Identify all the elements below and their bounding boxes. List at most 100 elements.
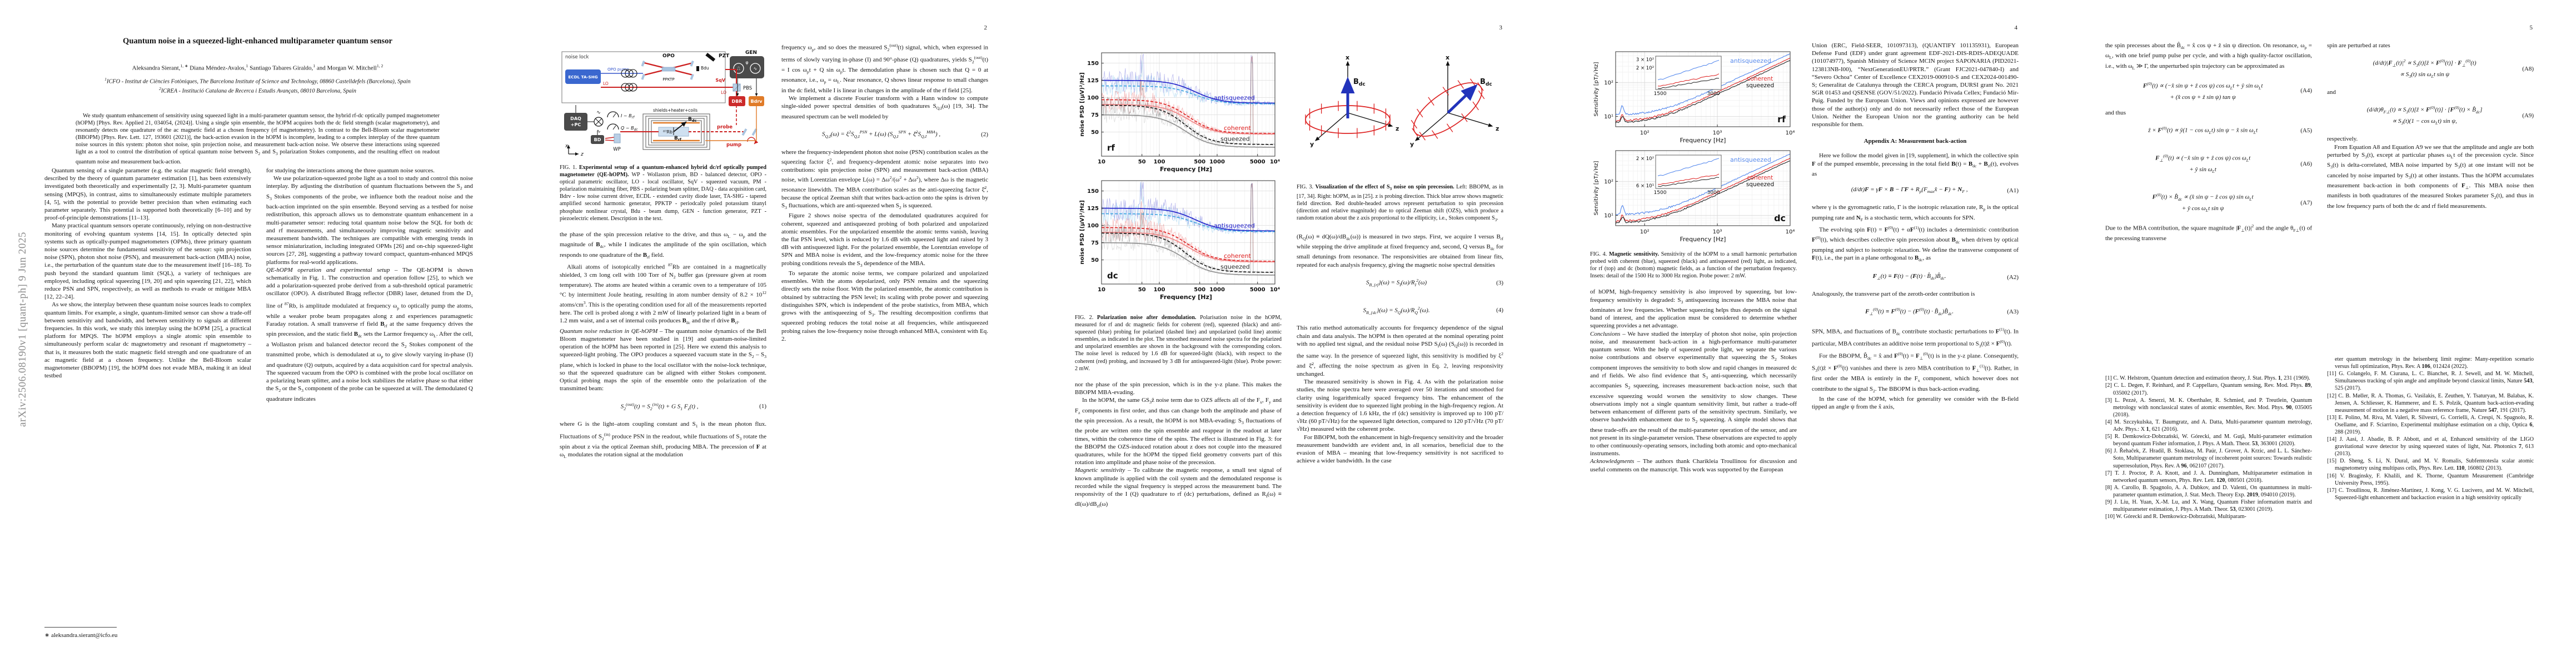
svg-text:x: x bbox=[1446, 54, 1449, 61]
figure: noise lock ECDL TA-SHG OPO pump LO OPO PPKTP B… bbox=[560, 47, 766, 158]
svg-text:10²: 10² bbox=[1604, 179, 1613, 185]
paragraph: of hOPM, high-frequency sensitivity is a… bbox=[1590, 288, 1797, 330]
appendix-heading: Appendix A: Measurement back-action bbox=[1864, 138, 1967, 145]
svg-text:Frequency [Hz]: Frequency [Hz] bbox=[1680, 137, 1726, 144]
gen-box bbox=[730, 56, 764, 78]
pzt-icon bbox=[705, 53, 716, 62]
gauge-icon bbox=[607, 111, 619, 118]
svg-text:50: 50 bbox=[1138, 159, 1146, 165]
svg-text:squeezed: squeezed bbox=[1746, 181, 1774, 188]
equation: SQ,I(ω) = ξ2SQ,IPSN + L(ω) (SQ,ISPN + ξ̄… bbox=[781, 128, 988, 141]
svg-text:50: 50 bbox=[1138, 287, 1146, 293]
svg-text:150: 150 bbox=[1087, 61, 1099, 67]
equation-body: SQ,I(ω) = ξ2SQ,IPSN + L(ω) (SQ,ISPN + ξ̄… bbox=[822, 129, 941, 139]
svg-text:2 × 10²: 2 × 10² bbox=[1636, 156, 1654, 162]
svg-text:y: y bbox=[1410, 141, 1414, 148]
svg-text:3 × 10²: 3 × 10² bbox=[1636, 57, 1654, 63]
spacer bbox=[2105, 242, 2312, 375]
paragraph: SPN, MBA, and fluctuations of Bdc contri… bbox=[1812, 326, 2019, 349]
paragraph: Due to the MBA contribution, the square … bbox=[2105, 223, 2313, 242]
svg-text:Sensitivity [pT/√Hz]: Sensitivity [pT/√Hz] bbox=[1593, 62, 1600, 116]
section-heading: Acknowledgments – bbox=[1590, 458, 1641, 465]
paragraph: and thus bbox=[2105, 109, 2126, 117]
columns: noise lock ECDL TA-SHG OPO pump LO OPO PPKTP B… bbox=[560, 42, 988, 639]
equation-number: (2) bbox=[981, 131, 988, 138]
paragraph: In the case of the hOPM, which for gener… bbox=[1812, 395, 2019, 411]
equation: F(0)(t) ∝ (−x̂ sin ψ + ẑ cos ψ) cos ωLt … bbox=[2105, 79, 2312, 102]
footnote-rule bbox=[44, 626, 117, 628]
svg-text:Bdc: Bdc bbox=[688, 117, 697, 123]
svg-text:BD: BD bbox=[594, 137, 601, 142]
column-2: x z y Bdc x z y Bdc FIG. 3. Visualization of the… bbox=[1297, 42, 1503, 639]
svg-text:x: x bbox=[1346, 54, 1349, 61]
paragraph: (RQ(ω) ≡ dQ(ω)/dBdc(ω)) is measured in t… bbox=[1297, 233, 1504, 268]
svg-text:100: 100 bbox=[1087, 223, 1099, 229]
section-paragraph: Magnetic sensitivity – To calibrate the … bbox=[1075, 467, 1282, 509]
svg-text:500: 500 bbox=[1194, 159, 1205, 165]
svg-text:φ: φ bbox=[745, 60, 748, 65]
svg-text:PZT: PZT bbox=[719, 53, 730, 59]
figure: 10² 10³ 10⁴ 10¹ 10² Frequency [Hz] Sensitivity… bbox=[1590, 47, 1797, 245]
svg-text:Bdc: Bdc bbox=[1480, 78, 1492, 87]
svg-text:z: z bbox=[580, 152, 584, 157]
paragraph: spin are perturbed at rates bbox=[2327, 42, 2390, 49]
equation: F⊥(t) ≡ F(t) − (F(t) · B̂dc)B̂dc. (A2) bbox=[1812, 272, 2019, 283]
svg-text:100: 100 bbox=[1087, 95, 1099, 101]
paragraph: Alkali atoms of isotopically enriched 87… bbox=[560, 262, 766, 326]
page-1: arXiv:2506.08190v1 [quant-ph] 9 Jun 2025… bbox=[0, 0, 515, 667]
paragraph: As we show, the interplay between these … bbox=[44, 301, 251, 380]
svg-text:10⁴: 10⁴ bbox=[1786, 130, 1795, 136]
paragraph: and bbox=[2327, 89, 2336, 96]
page-number: 2 bbox=[984, 24, 988, 31]
svg-text:10: 10 bbox=[1098, 159, 1105, 165]
equation-body: F⊥(t) ≡ F(t) − (F(t) · B̂dc)B̂dc. bbox=[1872, 272, 1946, 281]
section-paragraph: Quantum noise reduction in QE-hOPM – The… bbox=[560, 327, 766, 392]
svg-text:1500: 1500 bbox=[1654, 91, 1667, 97]
svg-text:10³: 10³ bbox=[1713, 130, 1722, 136]
figure-4-sensitivity: 10² 10³ 10⁴ 10¹ 10² Frequency [Hz] Sensitivity… bbox=[1593, 51, 1795, 243]
svg-text:Brf: Brf bbox=[674, 136, 681, 142]
svg-text:OPO: OPO bbox=[662, 53, 675, 59]
svg-text:1000: 1000 bbox=[1209, 159, 1225, 165]
equation-body: (d/dt)F = γF × B − ΓF + Rp(Fmaxx̂ − F) +… bbox=[1851, 186, 1968, 195]
reference-item: eter quantum metrology in the heisenberg… bbox=[2335, 356, 2534, 370]
section-heading: Quantum noise reduction in QE-hOPM – bbox=[560, 327, 663, 335]
equation-body: ẑ × F(0)(t) ∝ ŷ(1 − cos ωLt) sin ψ − x̂ … bbox=[2148, 126, 2258, 136]
reference-list: eter quantum metrology in the heisenberg… bbox=[2327, 356, 2534, 501]
equation-number: (A3) bbox=[2007, 308, 2019, 316]
reference-item: [5] R. Demkowicz-Dobrzański, W. Górecki,… bbox=[2105, 434, 2312, 447]
equation-number: (A4) bbox=[2300, 87, 2312, 94]
author-line: Aleksandra Sierant,1, ∗ Diana Méndez-Ava… bbox=[132, 63, 383, 72]
equation: F⊥(0)(t) ≡ F(0)(t) − (F(0)(t) · B̂dc)B̂d… bbox=[1812, 305, 2019, 318]
svg-text:+PC: +PC bbox=[571, 122, 581, 127]
svg-text:∿: ∿ bbox=[596, 110, 601, 116]
arxiv-watermark: arXiv:2506.08190v1 [quant-ph] 9 Jun 2025 bbox=[17, 232, 28, 427]
paragraph: This ratio method automatically accounts… bbox=[1297, 325, 1503, 377]
svg-text:dc: dc bbox=[1107, 271, 1118, 281]
svg-text:coherent: coherent bbox=[1747, 175, 1773, 181]
paragraph: where γ is the gyromagnetic ratio, Γ is … bbox=[1812, 204, 2019, 222]
figure-caption: FIG. 2. Polarization noise after demodul… bbox=[1075, 315, 1282, 372]
svg-text:10⁴: 10⁴ bbox=[1270, 287, 1280, 293]
columns: the spin precesses about the B̂dc = x̂ c… bbox=[2105, 42, 2534, 639]
noise-lock-box bbox=[561, 51, 726, 103]
svg-text:10¹: 10¹ bbox=[1604, 114, 1613, 120]
equation-body: (d/dt)|F⊥(t)|2 ∝ S3(t)[ẑ × F(0)(t)] · F⊥… bbox=[2373, 58, 2477, 79]
svg-text:10²: 10² bbox=[1640, 229, 1650, 235]
svg-text:antisqueezed: antisqueezed bbox=[1214, 94, 1255, 101]
reference-item: [1] C. W. Helstrom, Quantum detection an… bbox=[2105, 375, 2310, 382]
spacer bbox=[2327, 210, 2534, 356]
svg-text:coherent: coherent bbox=[1747, 76, 1773, 82]
svg-text:LO: LO bbox=[721, 90, 726, 95]
svg-text:50: 50 bbox=[1091, 130, 1099, 136]
figure-caption: FIG. 1. Experimental setup of a quantum-… bbox=[560, 165, 766, 222]
paragraph: Quantum sensing of a single parameter (e… bbox=[44, 167, 251, 222]
abstract: We study quantum enhancement of sensitiv… bbox=[76, 113, 440, 165]
mixer-icon bbox=[594, 117, 604, 127]
equation: F(0)(t) × B̂dc ∝ (x̂ sin ψ − ẑ cos ψ) si… bbox=[2105, 191, 2312, 215]
svg-text:rf: rf bbox=[1777, 114, 1786, 125]
svg-text:125: 125 bbox=[1087, 206, 1099, 212]
svg-text:Q ~ Bdc: Q ~ Bdc bbox=[621, 126, 638, 132]
equation: SB_{rf}(ω) = SI(ω)/RI2(ω) (3) bbox=[1297, 276, 1503, 290]
page-4: 4 10² 10³ 10⁴ 10¹ 10² Frequency [Hz] Sensitivit… bbox=[1546, 0, 2061, 667]
